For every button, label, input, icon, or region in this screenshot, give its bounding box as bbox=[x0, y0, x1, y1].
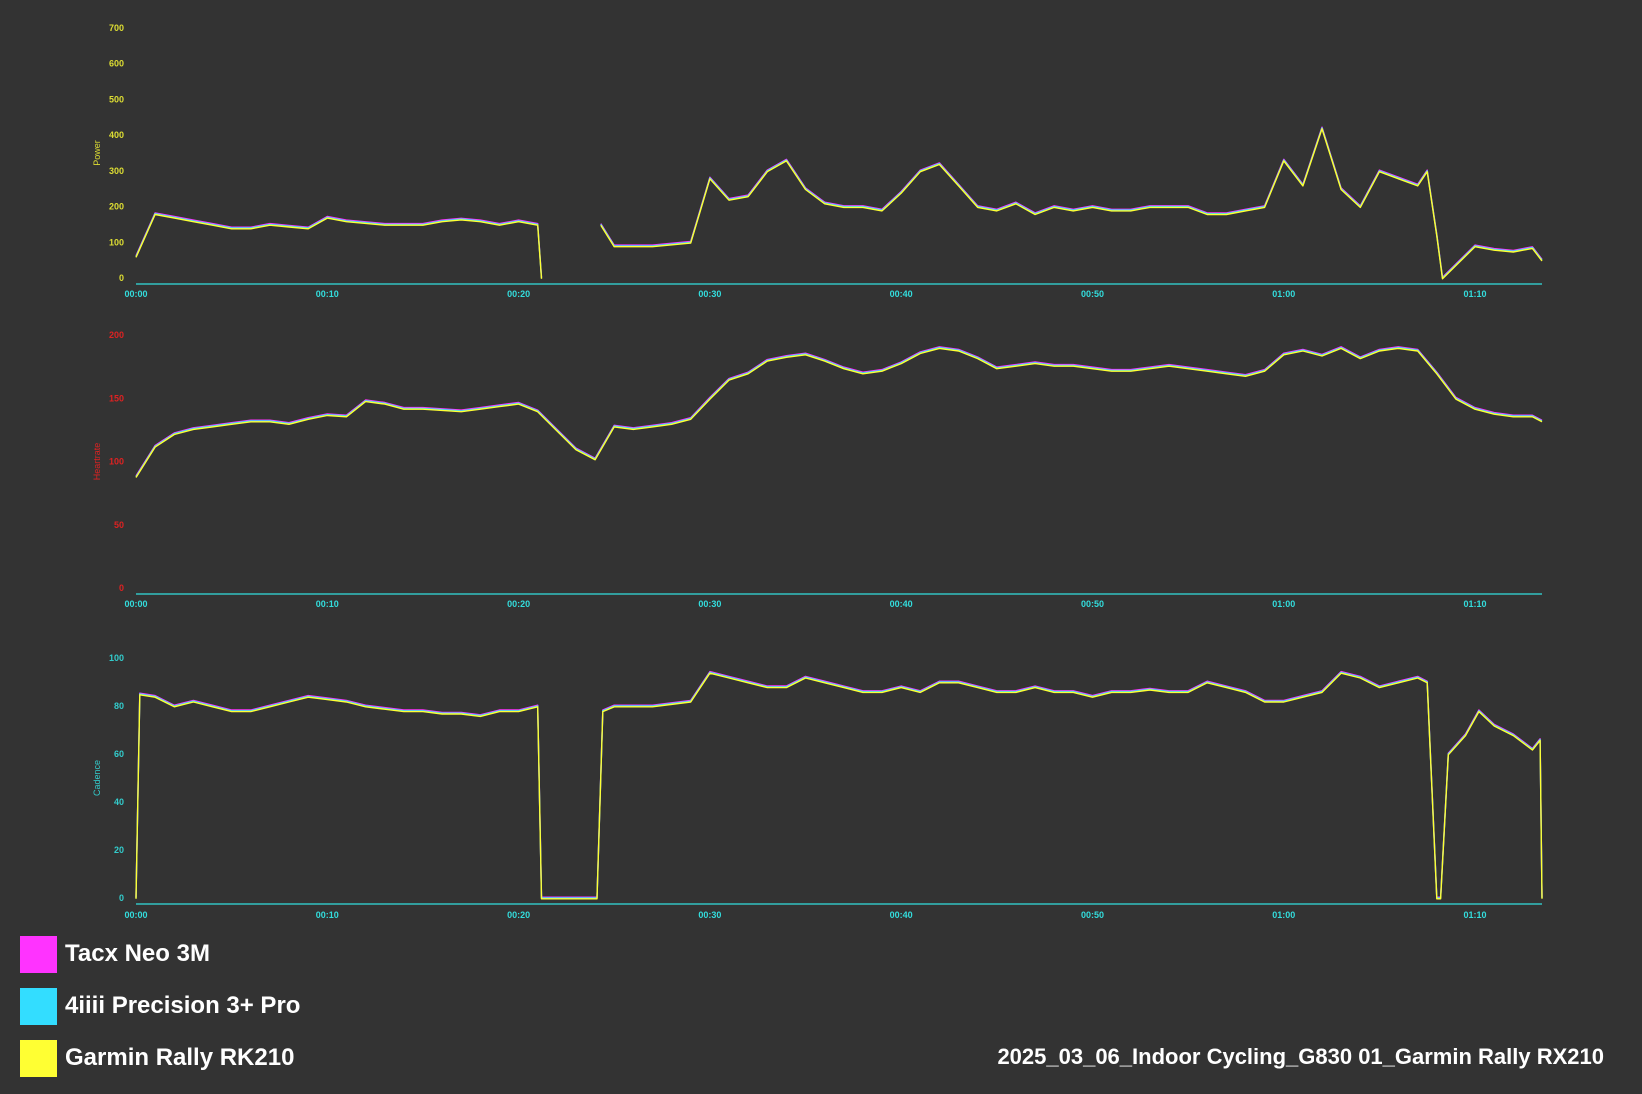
y-tick-label: 40 bbox=[114, 797, 124, 807]
x-tick-label: 00:10 bbox=[316, 599, 339, 609]
chart-caption: 2025_03_06_Indoor Cycling_G830 01_Garmin… bbox=[997, 1044, 1604, 1069]
series-line-4iiii-power bbox=[135, 127, 1543, 279]
y-tick-label: 400 bbox=[109, 130, 124, 140]
x-tick-label: 00:20 bbox=[507, 910, 530, 920]
y-tick-label: 0 bbox=[119, 273, 124, 283]
legend-label-4iiii: 4iiii Precision 3+ Pro bbox=[65, 992, 301, 1019]
legend-swatch-tacx bbox=[20, 935, 57, 973]
chart-panel-cadence: 0 20 40 60 80 100 Cadence 00:00 00:10 00:20 00:30 0… bbox=[92, 653, 1543, 920]
y-axis-label: Power bbox=[92, 140, 102, 166]
y-tick-label: 300 bbox=[109, 166, 124, 176]
x-tick-label: 00:50 bbox=[1081, 599, 1104, 609]
x-tick-label: 00:40 bbox=[890, 599, 913, 609]
x-tick-label: 01:10 bbox=[1464, 910, 1487, 920]
legend-swatch-4iiii bbox=[20, 987, 57, 1025]
x-tick-label: 01:00 bbox=[1272, 599, 1295, 609]
legend-item-tacx: Tacx Neo 3M bbox=[20, 928, 300, 980]
x-tick-label: 00:00 bbox=[124, 910, 147, 920]
x-tick-label: 00:30 bbox=[698, 289, 721, 299]
x-tick-label: 01:00 bbox=[1272, 289, 1295, 299]
x-tick-label: 00:30 bbox=[698, 910, 721, 920]
y-tick-label: 100 bbox=[109, 237, 124, 247]
y-tick-label: 50 bbox=[114, 520, 124, 530]
y-tick-label: 700 bbox=[109, 23, 124, 33]
series-line-tacx-cadence bbox=[135, 670, 1543, 898]
x-tick-label: 00:20 bbox=[507, 599, 530, 609]
x-tick-label: 00:00 bbox=[124, 599, 147, 609]
x-tick-label: 00:10 bbox=[316, 910, 339, 920]
x-tick-label: 01:00 bbox=[1272, 910, 1295, 920]
legend-item-garmin: Garmin Rally RK210 bbox=[20, 1032, 300, 1084]
legend-item-4iiii: 4iiii Precision 3+ Pro bbox=[20, 980, 300, 1032]
y-tick-label: 500 bbox=[109, 94, 124, 104]
x-tick-label: 01:10 bbox=[1464, 289, 1487, 299]
x-tick-label: 00:30 bbox=[698, 599, 721, 609]
y-tick-label: 200 bbox=[109, 202, 124, 212]
y-tick-label: 600 bbox=[109, 59, 124, 69]
series-line-tacx-power bbox=[135, 126, 1543, 278]
y-tick-label: 150 bbox=[109, 393, 124, 403]
x-tick-label: 01:10 bbox=[1464, 599, 1487, 609]
x-tick-label: 00:00 bbox=[124, 289, 147, 299]
series-line-4iiii-cadence bbox=[135, 671, 1543, 899]
y-tick-label: 20 bbox=[114, 845, 124, 855]
x-tick-label: 00:10 bbox=[316, 289, 339, 299]
x-tick-label: 00:40 bbox=[890, 289, 913, 299]
y-tick-label: 100 bbox=[109, 457, 124, 467]
x-tick-label: 00:40 bbox=[890, 910, 913, 920]
x-tick-label: 00:50 bbox=[1081, 910, 1104, 920]
series-line-garmin-power bbox=[135, 128, 1543, 280]
legend-label-tacx: Tacx Neo 3M bbox=[65, 940, 210, 967]
legend-label-garmin: Garmin Rally RK210 bbox=[65, 1044, 295, 1071]
legend-swatch-garmin bbox=[20, 1039, 57, 1077]
y-axis-label: Heartrate bbox=[92, 443, 102, 481]
y-tick-label: 200 bbox=[109, 330, 124, 340]
y-tick-label: 100 bbox=[109, 653, 124, 663]
y-axis-label: Cadence bbox=[92, 760, 102, 796]
y-tick-label: 60 bbox=[114, 749, 124, 759]
chart-panel-heartrate: 0 50 100 150 200 Heartrate 00:00 00:10 00:20 00:3… bbox=[92, 330, 1543, 609]
series-line-garmin-cadence bbox=[135, 672, 1543, 900]
series-line-tacx-heartrate bbox=[135, 346, 1543, 477]
series-line-4iiii-heartrate bbox=[135, 346, 1543, 478]
chart-panel-power: 0 100 200 300 400 500 600 700 Power 00:00 00:10 00:… bbox=[92, 23, 1543, 299]
y-tick-label: 0 bbox=[119, 583, 124, 593]
series-line-garmin-heartrate bbox=[135, 347, 1543, 478]
x-tick-label: 00:50 bbox=[1081, 289, 1104, 299]
x-tick-label: 00:20 bbox=[507, 289, 530, 299]
y-tick-label: 80 bbox=[114, 701, 124, 711]
legend: Tacx Neo 3M 4iiii Precision 3+ Pro Garmi… bbox=[20, 928, 300, 1084]
y-tick-label: 0 bbox=[119, 893, 124, 903]
